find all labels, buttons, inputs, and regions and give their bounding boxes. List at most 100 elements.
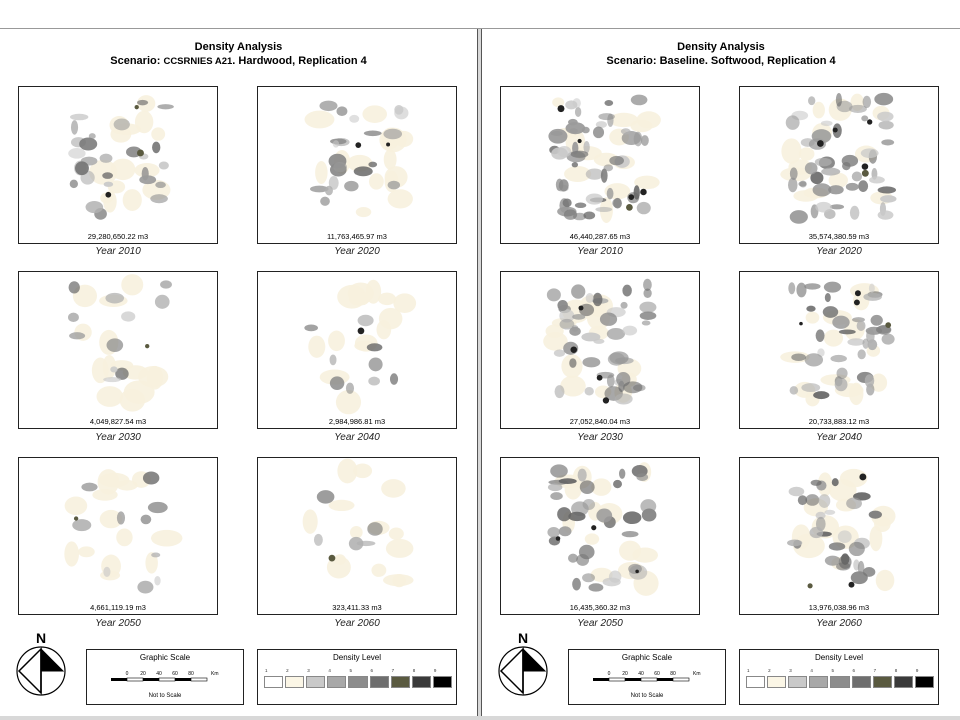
- density-cell: [583, 141, 590, 154]
- density-cell: [155, 181, 166, 189]
- legend-level-label: 8: [412, 668, 416, 673]
- density-cell: [75, 161, 89, 176]
- density-map: [547, 462, 659, 596]
- graphic-scale-title: Graphic Scale: [621, 653, 673, 662]
- density-cell: [151, 552, 161, 558]
- density-map: [543, 278, 657, 405]
- year-label: Year 2040: [334, 432, 380, 443]
- density-cell: [832, 315, 850, 329]
- compass-icon: [16, 646, 66, 696]
- density-cell: [563, 209, 578, 220]
- density-cell: [389, 373, 399, 385]
- density-cell: [366, 343, 383, 352]
- scale-tick: 20: [140, 671, 146, 677]
- density-cell: [333, 162, 347, 173]
- legend-swatch: [893, 676, 913, 688]
- scale-tick: 60: [172, 671, 178, 677]
- density-cell: [630, 94, 648, 106]
- density-cell: [585, 193, 603, 205]
- density-cell: [315, 160, 328, 185]
- density-map: [548, 94, 661, 223]
- density-cell: [815, 329, 825, 343]
- density-cell: [806, 305, 816, 312]
- density-cell: [862, 338, 869, 349]
- density-cell: [788, 282, 796, 295]
- density-cell: [847, 338, 865, 346]
- density-map-panel: 46,440,287.65 m3: [500, 86, 700, 244]
- density-cell: [868, 510, 882, 519]
- density-cell: [822, 306, 839, 318]
- density-map: [304, 100, 414, 218]
- density-cell: [846, 497, 862, 510]
- density-cell: [815, 511, 826, 520]
- legend-title: Density Level: [332, 653, 382, 662]
- density-cell: [313, 533, 323, 546]
- density-cell: [368, 357, 383, 372]
- density-cell: [804, 353, 824, 367]
- density-hotspot: [799, 321, 803, 326]
- density-cell: [856, 320, 866, 331]
- density-cell: [845, 182, 859, 191]
- density-cell: [78, 546, 95, 558]
- density-cell: [550, 492, 563, 501]
- density-hotspot: [105, 191, 112, 198]
- density-cell: [99, 153, 113, 163]
- density-cell: [857, 560, 865, 575]
- legend-item: 1: [746, 668, 766, 688]
- density-cell: [837, 530, 852, 544]
- legend-swatch: [348, 676, 368, 688]
- legend-item: 7: [390, 668, 410, 688]
- density-cell: [877, 210, 894, 220]
- density-cell: [565, 122, 586, 135]
- legend-swatch: [285, 676, 305, 688]
- density-map: [68, 274, 172, 412]
- legend-level-label: 4: [328, 668, 331, 673]
- density-cell: [875, 569, 895, 592]
- density-cell: [381, 479, 406, 498]
- density-hotspot: [577, 138, 582, 144]
- density-cell: [643, 278, 652, 291]
- legend-swatch: [872, 676, 892, 688]
- density-cell: [857, 349, 866, 360]
- density-hotspot: [848, 581, 855, 588]
- density-cell: [788, 486, 805, 497]
- density-cell: [319, 100, 338, 112]
- density-cell: [122, 189, 142, 212]
- density-cell: [841, 154, 859, 167]
- density-hotspot: [817, 140, 824, 147]
- density-cell: [630, 119, 653, 133]
- density-hotspot: [596, 374, 603, 381]
- density-cell: [355, 207, 372, 218]
- legend-swatch: [369, 676, 389, 688]
- density-cell: [363, 130, 382, 137]
- density-cell: [387, 189, 413, 209]
- density-cell: [147, 501, 168, 514]
- density-cell: [368, 161, 378, 168]
- density-cell: [606, 327, 626, 340]
- density-map-panel: 29,280,650.22 m3: [18, 86, 218, 244]
- density-cell: [357, 314, 374, 327]
- density-hotspot: [867, 119, 873, 125]
- density-cell: [582, 357, 601, 368]
- density-cell: [115, 367, 129, 380]
- density-cell: [578, 544, 595, 560]
- density-cell: [828, 542, 846, 551]
- density-cell: [157, 104, 174, 110]
- legend-swatch: [809, 676, 829, 688]
- volume-label: 16,435,360.32 m3: [569, 603, 631, 612]
- density-cell: [813, 391, 830, 400]
- density-cell: [804, 283, 821, 290]
- density-cell: [788, 177, 798, 193]
- density-cell: [64, 541, 79, 567]
- density-cell: [823, 281, 842, 293]
- graphic-scale-title: Graphic Scale: [139, 653, 191, 662]
- legend-item: 6: [851, 668, 871, 688]
- density-cell: [123, 380, 155, 404]
- density-cell: [150, 529, 183, 547]
- density-map: [68, 95, 174, 220]
- graphic-scale: Graphic Scale 0 20 40 60 80 Km Not to Sc…: [86, 649, 244, 705]
- scale-bar: 0 20 40 60 80 Km: [111, 671, 219, 682]
- volume-label: 323,411.33 m3: [332, 603, 382, 612]
- density-cell: [851, 171, 863, 182]
- density-cell: [137, 99, 149, 106]
